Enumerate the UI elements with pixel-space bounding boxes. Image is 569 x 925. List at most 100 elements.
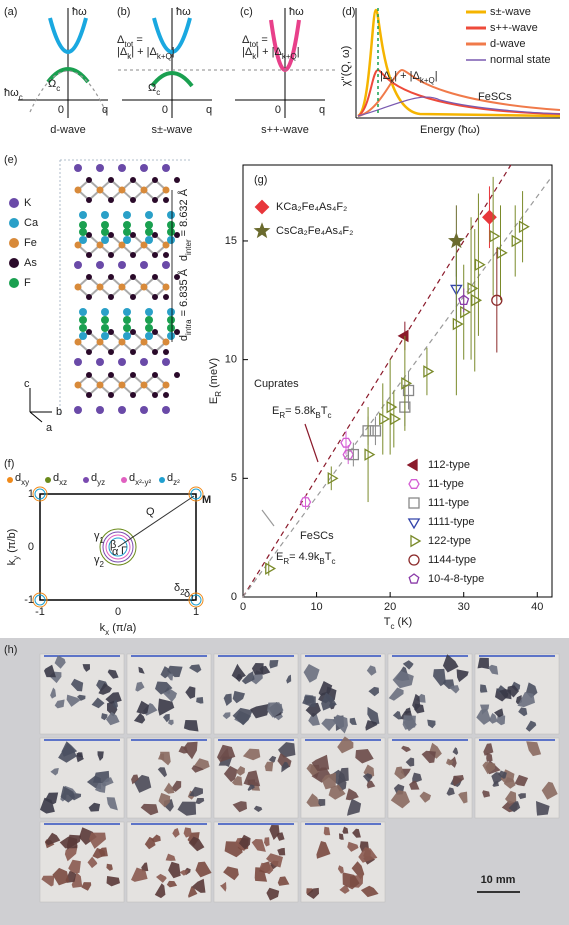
label: Ωc: [148, 82, 160, 97]
point: [347, 448, 360, 461]
label: FeSCs: [478, 91, 512, 103]
crystal: [511, 681, 521, 692]
panel-label: (f): [4, 458, 14, 470]
atom: [101, 236, 109, 244]
crystal: [183, 720, 199, 732]
fit-label: ER= 5.8kBTc: [272, 405, 331, 420]
atom: [101, 228, 109, 236]
atom: [140, 164, 148, 172]
point: [482, 209, 497, 225]
text-part: x: [105, 628, 109, 637]
text-part: | + |Δ: [131, 46, 157, 58]
crystal: [401, 745, 411, 753]
crystal: [217, 744, 236, 763]
crystal: [536, 801, 550, 816]
atom: [79, 221, 87, 229]
crystal: [238, 834, 251, 850]
atom: [140, 358, 148, 366]
label: Δtot =: [117, 34, 143, 49]
crystal: [366, 780, 376, 789]
atom: [74, 186, 82, 194]
fermi-pocket: [34, 594, 46, 606]
label: dyz: [91, 472, 105, 487]
crystal: [140, 803, 159, 816]
atom: [123, 324, 131, 332]
crystal: [278, 742, 296, 758]
atom: [96, 261, 104, 269]
atom: [74, 164, 82, 172]
label: |Δk| + |Δk+Q|: [117, 46, 175, 61]
label: Q: [146, 506, 155, 518]
atom: [130, 197, 136, 203]
crystal: [89, 832, 106, 849]
text-part: |: [297, 46, 300, 58]
crystal: [67, 834, 82, 850]
crystal: [492, 780, 499, 787]
atom: [118, 381, 126, 389]
y-tick-label: 10: [225, 354, 237, 366]
point: [406, 458, 418, 472]
text-part: E: [272, 405, 279, 417]
atom: [140, 406, 148, 414]
atom: [118, 241, 126, 249]
crystal: [328, 784, 346, 800]
crystal: [167, 673, 174, 681]
legend-atom: [9, 238, 19, 248]
atom: [152, 392, 158, 398]
crystal: [222, 712, 231, 720]
atom: [140, 283, 148, 291]
text-part: δ: [174, 582, 180, 594]
text-part: = 5.8k: [285, 405, 316, 417]
fermi-pocket: [188, 592, 204, 608]
brillouin-zone: [39, 493, 197, 601]
text-part: d: [91, 472, 97, 484]
point: [407, 518, 421, 530]
annotation: Cuprates: [254, 378, 299, 390]
atom: [123, 211, 131, 219]
label: δ2: [174, 582, 185, 597]
crystal: [96, 679, 108, 692]
text-part: xz: [59, 478, 67, 487]
label: ħω: [72, 6, 87, 18]
atom: [86, 232, 92, 238]
crystal: [64, 845, 78, 862]
crystal: [337, 736, 354, 754]
crystal: [499, 689, 512, 700]
atom: [123, 332, 131, 340]
atom: [145, 324, 153, 332]
text-part: intra: [184, 319, 193, 335]
point: [423, 365, 435, 378]
label: As: [24, 257, 37, 269]
text-part: c: [331, 557, 335, 566]
text-part: T: [325, 551, 332, 563]
label: Ca: [24, 217, 39, 229]
crystal: [402, 715, 416, 730]
y-axis-label: ER (meV): [208, 358, 223, 404]
crystal: [195, 861, 212, 878]
label: dx²-y²: [129, 472, 151, 487]
legend-label: 11-type: [428, 478, 464, 490]
atom: [96, 406, 104, 414]
crystal: [449, 685, 460, 694]
crystal: [131, 774, 139, 785]
atom: [140, 241, 148, 249]
point: [401, 377, 413, 390]
crystal: [66, 694, 81, 707]
crystal: [157, 767, 167, 778]
atom: [79, 308, 87, 316]
label: ħω: [289, 6, 304, 18]
crystal: [54, 699, 65, 709]
legend-label: 122-type: [428, 535, 471, 547]
crystal: [112, 699, 118, 709]
text-part: δ: [184, 588, 190, 600]
text-part: E: [208, 397, 220, 404]
crystal: [392, 670, 414, 689]
atom: [118, 164, 126, 172]
crystal: [135, 681, 145, 692]
text-part: (π/a): [109, 622, 136, 634]
crystal: [306, 793, 321, 807]
crystal: [517, 692, 535, 708]
text-part: c: [327, 411, 331, 420]
legend-dot: [45, 477, 51, 483]
crystal: [158, 698, 175, 716]
